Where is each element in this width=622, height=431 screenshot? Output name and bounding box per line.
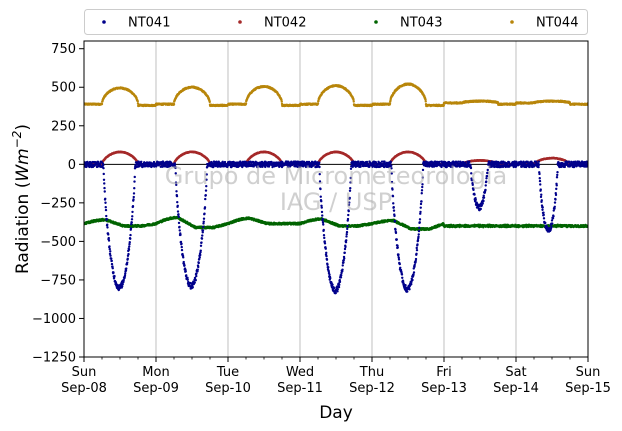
legend-label-nt041: NT041	[128, 16, 170, 31]
data-point	[208, 100, 211, 104]
legend-entry-nt042: NT042	[238, 16, 306, 31]
data-point	[442, 104, 445, 107]
legend-label-nt042: NT042	[264, 16, 306, 31]
data-point	[244, 102, 248, 105]
legend-marker-nt042	[238, 20, 242, 24]
data-point	[388, 102, 392, 105]
legend-marker-nt041	[102, 20, 106, 24]
legend-label-nt044: NT044	[536, 16, 578, 31]
data-point	[316, 102, 320, 105]
series-nt044	[84, 82, 588, 108]
data-point	[280, 100, 283, 103]
series-layer	[84, 82, 588, 295]
legend-box	[84, 9, 588, 35]
data-point	[424, 100, 427, 103]
data-point	[136, 100, 139, 103]
legend-entry-nt041: NT041	[102, 16, 170, 31]
data-point	[352, 100, 355, 103]
legend-marker-nt044	[510, 20, 514, 24]
legend-label-nt043: NT043	[400, 16, 442, 31]
x-gridlines	[155, 41, 517, 357]
data-point	[317, 99, 320, 103]
data-point	[100, 102, 104, 106]
legend-entry-nt044: NT044	[510, 16, 578, 31]
data-point	[172, 102, 176, 106]
legend-marker-nt043	[374, 20, 378, 24]
legend-entry-nt043: NT043	[374, 16, 442, 31]
legend: NT041 NT042 NT043 NT044	[84, 9, 588, 35]
plot-area	[84, 41, 588, 357]
